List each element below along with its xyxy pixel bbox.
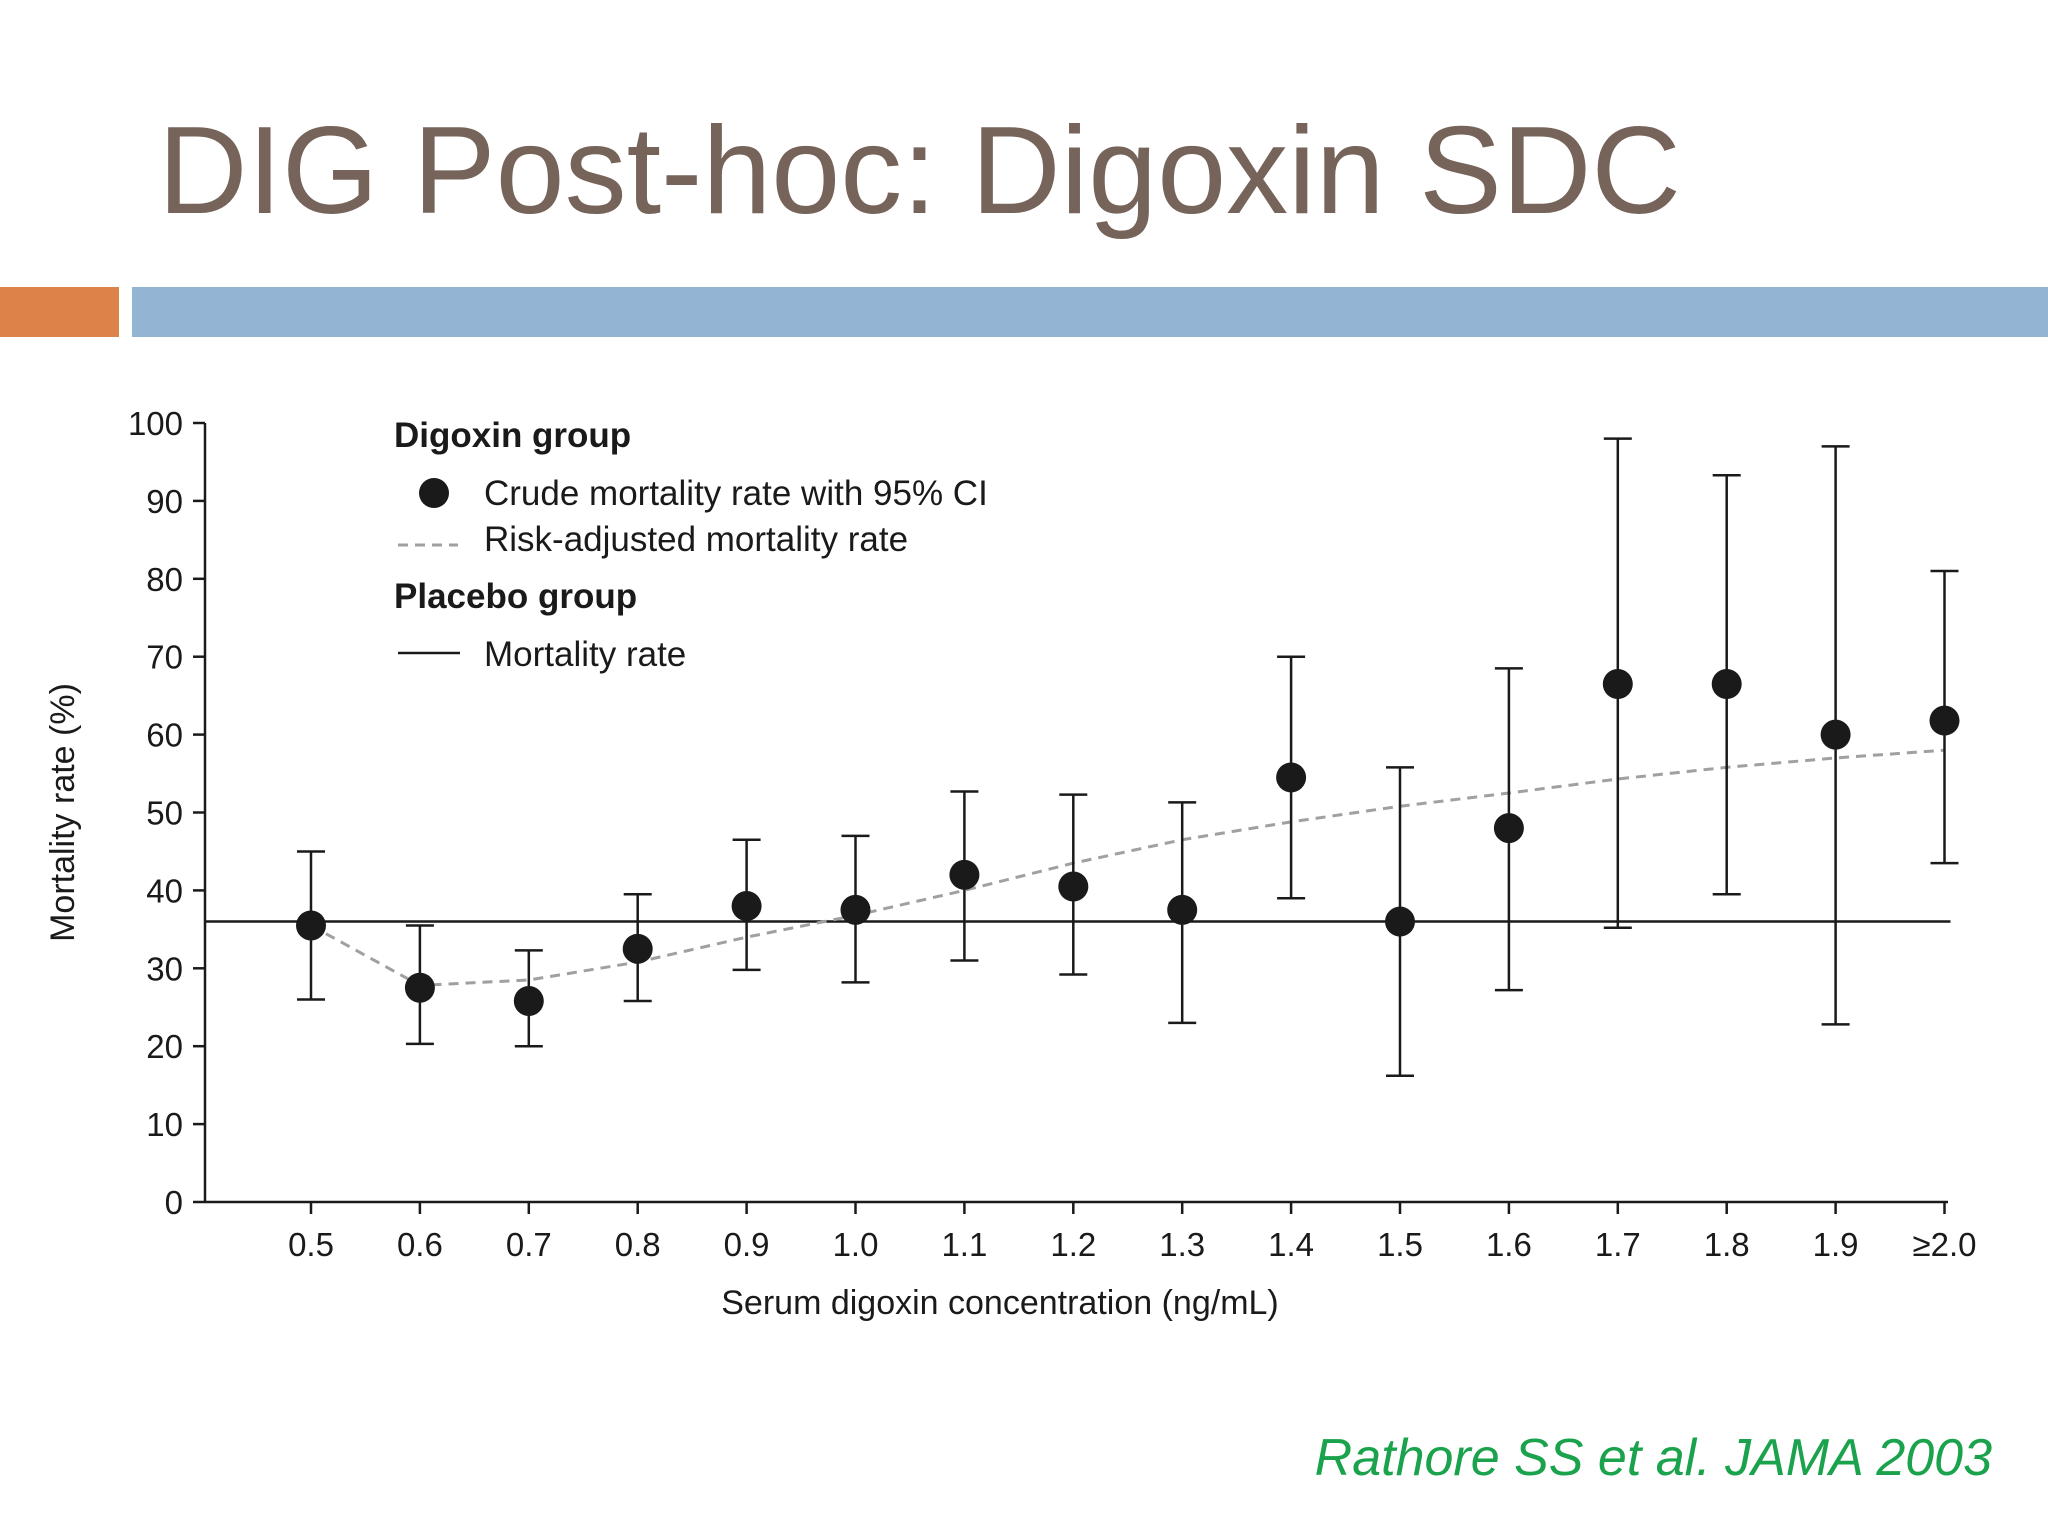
legend-group-title: Placebo group bbox=[394, 577, 637, 616]
y-tick-label: 50 bbox=[146, 795, 183, 832]
x-axis-title: Serum digoxin concentration (ng/mL) bbox=[721, 1284, 1279, 1322]
legend-marker-point bbox=[419, 478, 449, 508]
crude-rate-point bbox=[1820, 719, 1851, 750]
y-tick-label: 10 bbox=[146, 1106, 183, 1143]
crude-series bbox=[296, 437, 1960, 1078]
crude-rate-point bbox=[1385, 906, 1415, 937]
x-tick-label: 1.4 bbox=[1268, 1226, 1314, 1263]
y-tick-label: 20 bbox=[146, 1028, 183, 1065]
y-tick-label: 70 bbox=[146, 639, 183, 676]
citation: Rathore SS et al. JAMA 2003 bbox=[1314, 1429, 1992, 1487]
slide-title: DIG Post-hoc: Digoxin SDC bbox=[158, 102, 1681, 240]
y-tick-label: 100 bbox=[128, 405, 183, 442]
accent-bar-orange bbox=[0, 287, 119, 337]
crude-rate-point bbox=[622, 933, 653, 964]
y-tick-label: 30 bbox=[146, 950, 183, 987]
x-tick-label: 1.7 bbox=[1595, 1226, 1641, 1263]
risk-adjusted-series bbox=[310, 748, 1945, 987]
x-tick-label: 0.9 bbox=[724, 1226, 770, 1263]
y-tick-label: 80 bbox=[146, 561, 183, 598]
crude-rate-point bbox=[1711, 668, 1742, 699]
y-axis-title: Mortality rate (%) bbox=[44, 683, 82, 942]
crude-rate-point bbox=[1167, 894, 1198, 925]
legend-entry-label: Crude mortality rate with 95% CI bbox=[484, 474, 988, 513]
crude-rate-point bbox=[1602, 668, 1633, 699]
x-tick-label: 0.5 bbox=[288, 1226, 334, 1263]
y-tick-label: 0 bbox=[165, 1184, 183, 1221]
legend-entry-label: Risk-adjusted mortality rate bbox=[484, 520, 908, 559]
crude-rate-point bbox=[513, 986, 544, 1017]
risk-adjusted-line bbox=[310, 748, 1945, 987]
x-tick-label: 1.6 bbox=[1486, 1226, 1532, 1263]
crude-rate-point bbox=[1276, 762, 1307, 793]
crude-rate-point bbox=[1929, 705, 1960, 736]
crude-rate-point bbox=[949, 859, 980, 890]
x-tick-label: 1.1 bbox=[941, 1226, 987, 1263]
accent-bar-blue bbox=[132, 287, 2048, 337]
legend-entry-label: Mortality rate bbox=[484, 635, 686, 674]
crude-rate-point bbox=[1058, 871, 1089, 902]
mortality-chart: 0 10 20 30 40 50 60 70 80 90 100 0.5 0.6 0.7 0.8 0.9 1.0… bbox=[44, 405, 1977, 1322]
chart-legend: Digoxin group Crude mortality rate with 9… bbox=[394, 416, 988, 674]
y-tick-label: 60 bbox=[146, 717, 183, 754]
x-tick-label: 0.6 bbox=[397, 1226, 443, 1263]
chart-axes: 0 10 20 30 40 50 60 70 80 90 100 0.5 0.6 0.7 0.8 0.9 1.0… bbox=[44, 405, 1977, 1322]
crude-rate-point bbox=[1493, 813, 1524, 844]
crude-rate-point bbox=[404, 972, 435, 1003]
x-tick-label: 1.9 bbox=[1813, 1226, 1859, 1263]
x-tick-label: 1.8 bbox=[1704, 1226, 1750, 1263]
x-tick-label: 1.3 bbox=[1159, 1226, 1205, 1263]
x-tick-label: 1.0 bbox=[833, 1226, 879, 1263]
legend-group-title: Digoxin group bbox=[394, 416, 631, 455]
x-tick-label: ≥2.0 bbox=[1913, 1226, 1977, 1263]
crude-rate-point bbox=[296, 910, 326, 941]
crude-rate-point bbox=[731, 890, 762, 921]
x-tick-label: 1.2 bbox=[1050, 1226, 1096, 1263]
x-tick-label: 0.8 bbox=[615, 1226, 661, 1263]
x-tick-label: 1.5 bbox=[1377, 1226, 1423, 1263]
x-tick-label: 0.7 bbox=[506, 1226, 552, 1263]
crude-rate-point bbox=[840, 894, 871, 925]
y-tick-label: 40 bbox=[146, 872, 183, 909]
y-tick-label: 90 bbox=[146, 483, 183, 520]
